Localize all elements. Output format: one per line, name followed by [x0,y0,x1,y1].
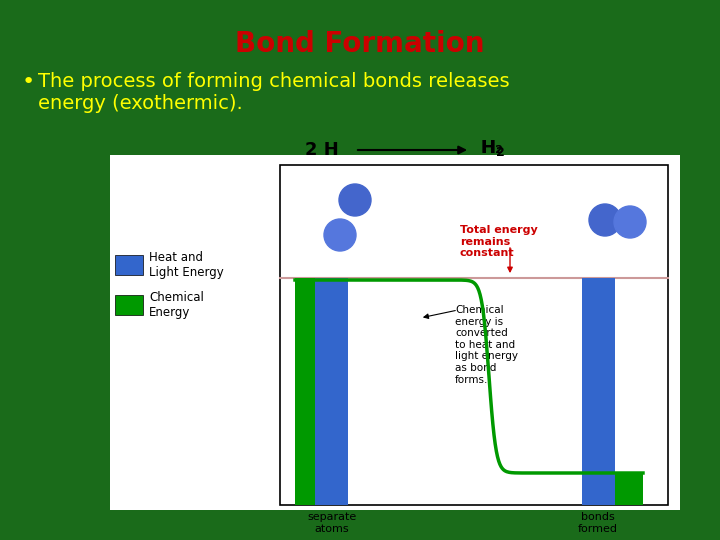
Text: H₂: H₂ [480,139,503,157]
Bar [115,295,143,315]
Text: 2 H: 2 H [305,141,338,159]
Circle shape [324,219,356,251]
Text: $\mathbf{H_2}$: $\mathbf{H_2}$ [480,138,505,158]
Bar [110,155,680,510]
Bar [615,473,643,505]
Text: Chemical
Energy: Chemical Energy [149,291,204,319]
Text: Total energy
remains
constant: Total energy remains constant [460,225,538,258]
Bar [315,278,348,505]
Text: •: • [22,72,35,92]
Bar [115,255,143,275]
Bar [280,165,668,505]
Text: The process of forming chemical bonds releases
energy (exothermic).: The process of forming chemical bonds re… [38,72,510,113]
Circle shape [339,184,371,216]
Bar [295,278,323,505]
Circle shape [614,206,646,238]
Text: Chemical
energy is
converted
to heat and
light energy
as bond
forms.: Chemical energy is converted to heat and… [455,305,518,384]
Text: Bond Formation: Bond Formation [235,30,485,58]
Text: Heat and
Light Energy: Heat and Light Energy [149,251,224,279]
Text: separate
atoms: separate atoms [307,512,356,534]
Bar [582,278,615,505]
Circle shape [589,204,621,236]
Text: bonds
formed: bonds formed [578,512,618,534]
